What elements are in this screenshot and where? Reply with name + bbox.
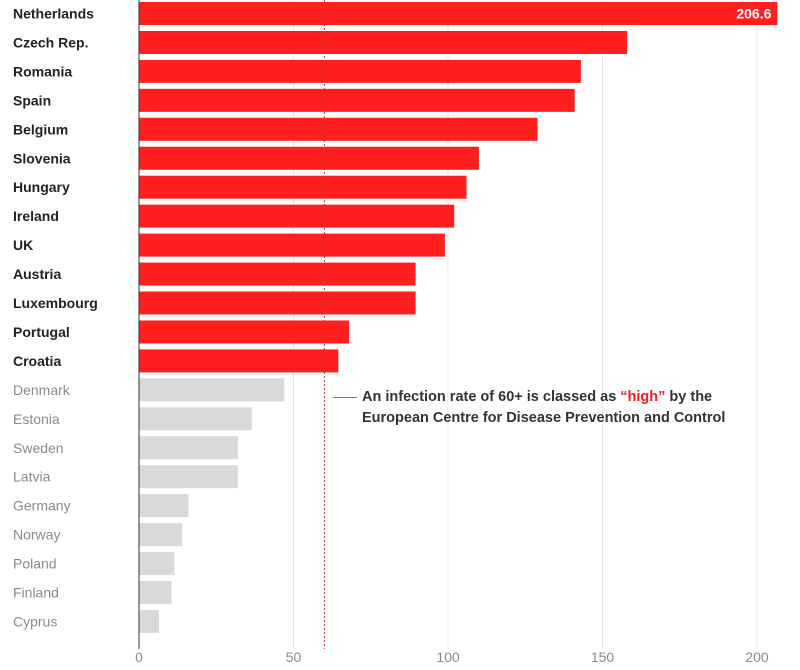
category-label-croatia: Croatia (13, 353, 61, 369)
annotation-leader-line (333, 397, 357, 398)
annotation-text-before: An infection rate of 60+ is classed as (362, 389, 621, 405)
x-tick-label-50: 50 (286, 649, 302, 665)
category-label-luxembourg: Luxembourg (13, 295, 98, 311)
category-label-belgium: Belgium (13, 121, 68, 137)
category-label-romania: Romania (13, 63, 72, 79)
x-tick-label-150: 150 (591, 649, 615, 665)
value-label-netherlands: 206.6 (736, 6, 771, 22)
threshold-annotation: An infection rate of 60+ is classed as “… (362, 387, 782, 429)
category-label-portugal: Portugal (13, 324, 70, 340)
bar-austria (139, 262, 416, 286)
bar-latvia (139, 465, 238, 489)
bar-uk (139, 233, 445, 257)
bar-netherlands (139, 2, 778, 25)
category-label-czech-rep: Czech Rep. (13, 34, 88, 50)
category-label-austria: Austria (13, 266, 61, 282)
bar-poland (139, 552, 175, 576)
bar-sweden (139, 436, 238, 460)
category-label-germany: Germany (13, 498, 71, 514)
category-label-sweden: Sweden (13, 440, 64, 456)
bar-finland (139, 581, 172, 604)
category-label-estonia: Estonia (13, 411, 60, 427)
bar-norway (139, 523, 183, 547)
category-label-finland: Finland (13, 585, 59, 601)
annotation-text-after: by the European Centre for Disease Preve… (362, 389, 726, 426)
bar-romania (139, 59, 581, 83)
bar-ireland (139, 204, 455, 228)
bar-portugal (139, 320, 350, 344)
category-label-uk: UK (13, 237, 33, 253)
x-tick-label-200: 200 (745, 649, 769, 665)
category-labels: Netherlands Czech Rep. Romania Spain Belgium… (13, 6, 98, 630)
category-label-latvia: Latvia (13, 469, 51, 485)
bar-slovenia (139, 146, 479, 170)
category-label-slovenia: Slovenia (13, 150, 71, 166)
bar-spain (139, 88, 575, 112)
category-label-netherlands: Netherlands (13, 6, 94, 22)
bar-cyprus (139, 609, 160, 633)
bars (139, 2, 778, 633)
bar-estonia (139, 407, 252, 431)
category-label-ireland: Ireland (13, 208, 59, 224)
x-tick-label-0: 0 (135, 649, 143, 665)
bar-czech-rep (139, 30, 628, 54)
category-label-denmark: Denmark (13, 382, 71, 398)
bar-belgium (139, 117, 538, 141)
bar-hungary (139, 175, 467, 199)
category-label-spain: Spain (13, 92, 51, 108)
category-label-cyprus: Cyprus (13, 613, 57, 629)
x-axis-ticks: 0 50 100 150 200 (135, 649, 769, 665)
annotation-highlight: “high” (620, 389, 666, 405)
category-label-hungary: Hungary (13, 179, 70, 195)
bar-denmark (139, 378, 285, 402)
bar-croatia (139, 349, 339, 373)
category-label-poland: Poland (13, 556, 57, 572)
bar-luxembourg (139, 291, 416, 315)
bar-germany (139, 494, 189, 518)
x-tick-label-100: 100 (436, 649, 460, 665)
category-label-norway: Norway (13, 527, 60, 543)
